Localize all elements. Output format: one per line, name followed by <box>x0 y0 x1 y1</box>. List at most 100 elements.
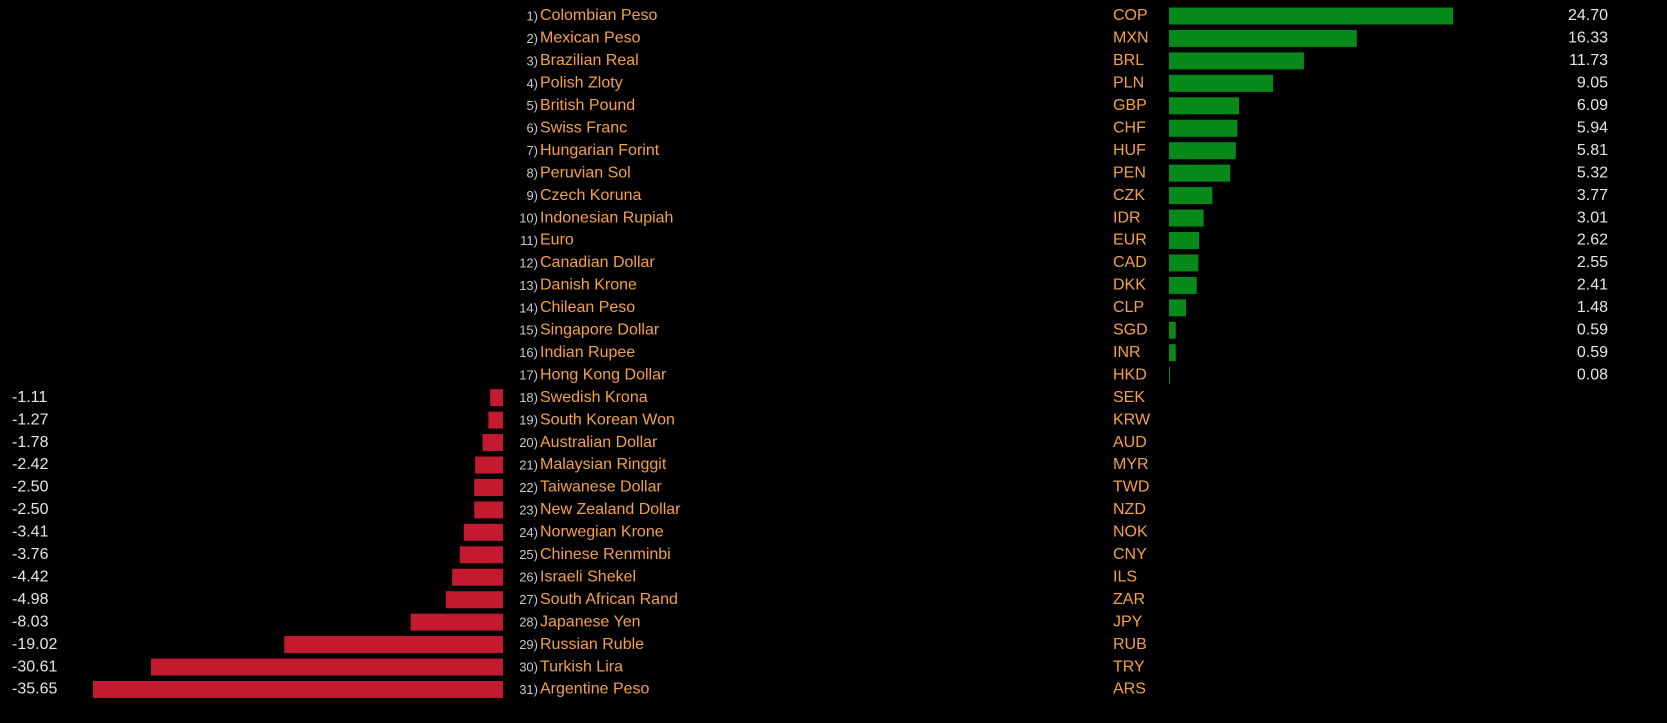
currency-name: Japanese Yen <box>540 613 641 630</box>
value-label: 0.59 <box>1577 344 1608 361</box>
currency-code: AUD <box>1113 434 1147 451</box>
currency-name: Indian Rupee <box>540 344 635 361</box>
rank: 22) <box>519 480 538 495</box>
currency-name: Argentine Peso <box>540 681 650 698</box>
currency-name: Indonesian Rupiah <box>540 209 673 226</box>
bar <box>1169 142 1236 160</box>
rank: 9) <box>526 188 538 203</box>
rank: 24) <box>519 525 538 540</box>
currency-code: HKD <box>1113 366 1147 383</box>
bar <box>93 681 504 698</box>
currency-name: Australian Dollar <box>540 434 658 451</box>
currency-code: RUB <box>1113 636 1147 653</box>
bar <box>1169 254 1199 272</box>
currency-code: INR <box>1113 344 1141 361</box>
currency-code: BRL <box>1113 52 1144 69</box>
value-label: 5.94 <box>1577 119 1608 136</box>
bar <box>1169 29 1357 47</box>
value-label: 0.08 <box>1577 366 1608 383</box>
bar <box>490 389 503 407</box>
value-label: 5.81 <box>1577 142 1608 159</box>
currency-name: Canadian Dollar <box>540 254 655 271</box>
currency-name: Peruvian Sol <box>540 164 631 181</box>
rank: 12) <box>519 255 538 270</box>
currency-name: British Pound <box>540 97 635 114</box>
bar <box>284 636 503 654</box>
currency-name: Swedish Krona <box>540 389 648 406</box>
bar <box>410 613 503 631</box>
rank: 11) <box>520 233 538 248</box>
value-label: 3.01 <box>1577 209 1608 226</box>
value-label: -1.78 <box>12 434 49 451</box>
value-label: -19.02 <box>12 636 57 653</box>
currency-code: PEN <box>1113 164 1146 181</box>
bar <box>463 523 503 541</box>
value-label: 11.73 <box>1569 52 1608 69</box>
rank: 18) <box>519 390 538 405</box>
value-label: -2.50 <box>12 501 49 518</box>
value-label: -3.76 <box>12 546 49 563</box>
value-label: 9.05 <box>1577 75 1608 92</box>
rank: 17) <box>519 368 538 383</box>
currency-name: Israeli Shekel <box>540 568 636 585</box>
currency-code: EUR <box>1113 232 1147 249</box>
currency-code: CAD <box>1113 254 1147 271</box>
currency-code: DKK <box>1113 277 1146 294</box>
bar <box>1169 344 1176 362</box>
bar <box>1169 299 1187 317</box>
currency-name: Czech Koruna <box>540 187 641 204</box>
currency-name: Taiwanese Dollar <box>540 479 663 496</box>
rank: 13) <box>519 278 538 293</box>
rank: 31) <box>519 682 538 697</box>
value-label: -1.27 <box>12 411 49 428</box>
value-label: 2.62 <box>1577 232 1608 249</box>
currency-name: Danish Krone <box>540 277 637 294</box>
value-label: 2.55 <box>1577 254 1608 271</box>
rank: 19) <box>519 413 538 428</box>
value-label: -4.98 <box>12 591 49 608</box>
rank: 8) <box>526 166 538 181</box>
currency-name: Euro <box>540 232 574 249</box>
currency-code: SGD <box>1113 322 1148 339</box>
value-label: 0.59 <box>1577 322 1608 339</box>
bar <box>1169 74 1274 92</box>
rank: 2) <box>526 31 538 46</box>
value-label: -8.03 <box>12 613 49 630</box>
bar <box>150 658 504 676</box>
bar <box>1169 7 1454 25</box>
currency-name: Chinese Renminbi <box>540 546 671 563</box>
currency-name: South Korean Won <box>540 411 675 428</box>
currency-name: Norwegian Krone <box>540 524 664 541</box>
bar <box>1169 119 1238 137</box>
currency-code: GBP <box>1113 97 1147 114</box>
bar <box>1169 232 1200 249</box>
currency-name: New Zealand Dollar <box>540 501 681 518</box>
currency-code: ZAR <box>1113 591 1145 608</box>
value-label: 5.32 <box>1577 164 1608 181</box>
value-label: -2.42 <box>12 456 49 473</box>
rank: 20) <box>519 435 538 450</box>
currency-code: MXN <box>1113 30 1149 47</box>
rank: 5) <box>526 98 538 113</box>
value-label: 1.48 <box>1577 299 1608 316</box>
currency-name: Russian Ruble <box>540 636 644 653</box>
currency-code: KRW <box>1113 411 1151 428</box>
rank: 29) <box>519 637 538 652</box>
rank: 14) <box>519 300 538 315</box>
currency-name: Hong Kong Dollar <box>540 366 667 383</box>
bar <box>474 501 503 519</box>
rank: 25) <box>519 547 538 562</box>
bar <box>1169 209 1204 227</box>
rank: 21) <box>519 457 538 472</box>
currency-code: HUF <box>1113 142 1146 159</box>
currency-code: PLN <box>1113 75 1144 92</box>
bar <box>474 478 503 496</box>
currency-code: ARS <box>1113 681 1146 698</box>
currency-name: Swiss Franc <box>540 119 627 136</box>
bar <box>482 434 503 452</box>
rank: 6) <box>526 121 538 136</box>
currency-code: IDR <box>1113 209 1141 226</box>
currency-name: Polish Zloty <box>540 75 623 92</box>
